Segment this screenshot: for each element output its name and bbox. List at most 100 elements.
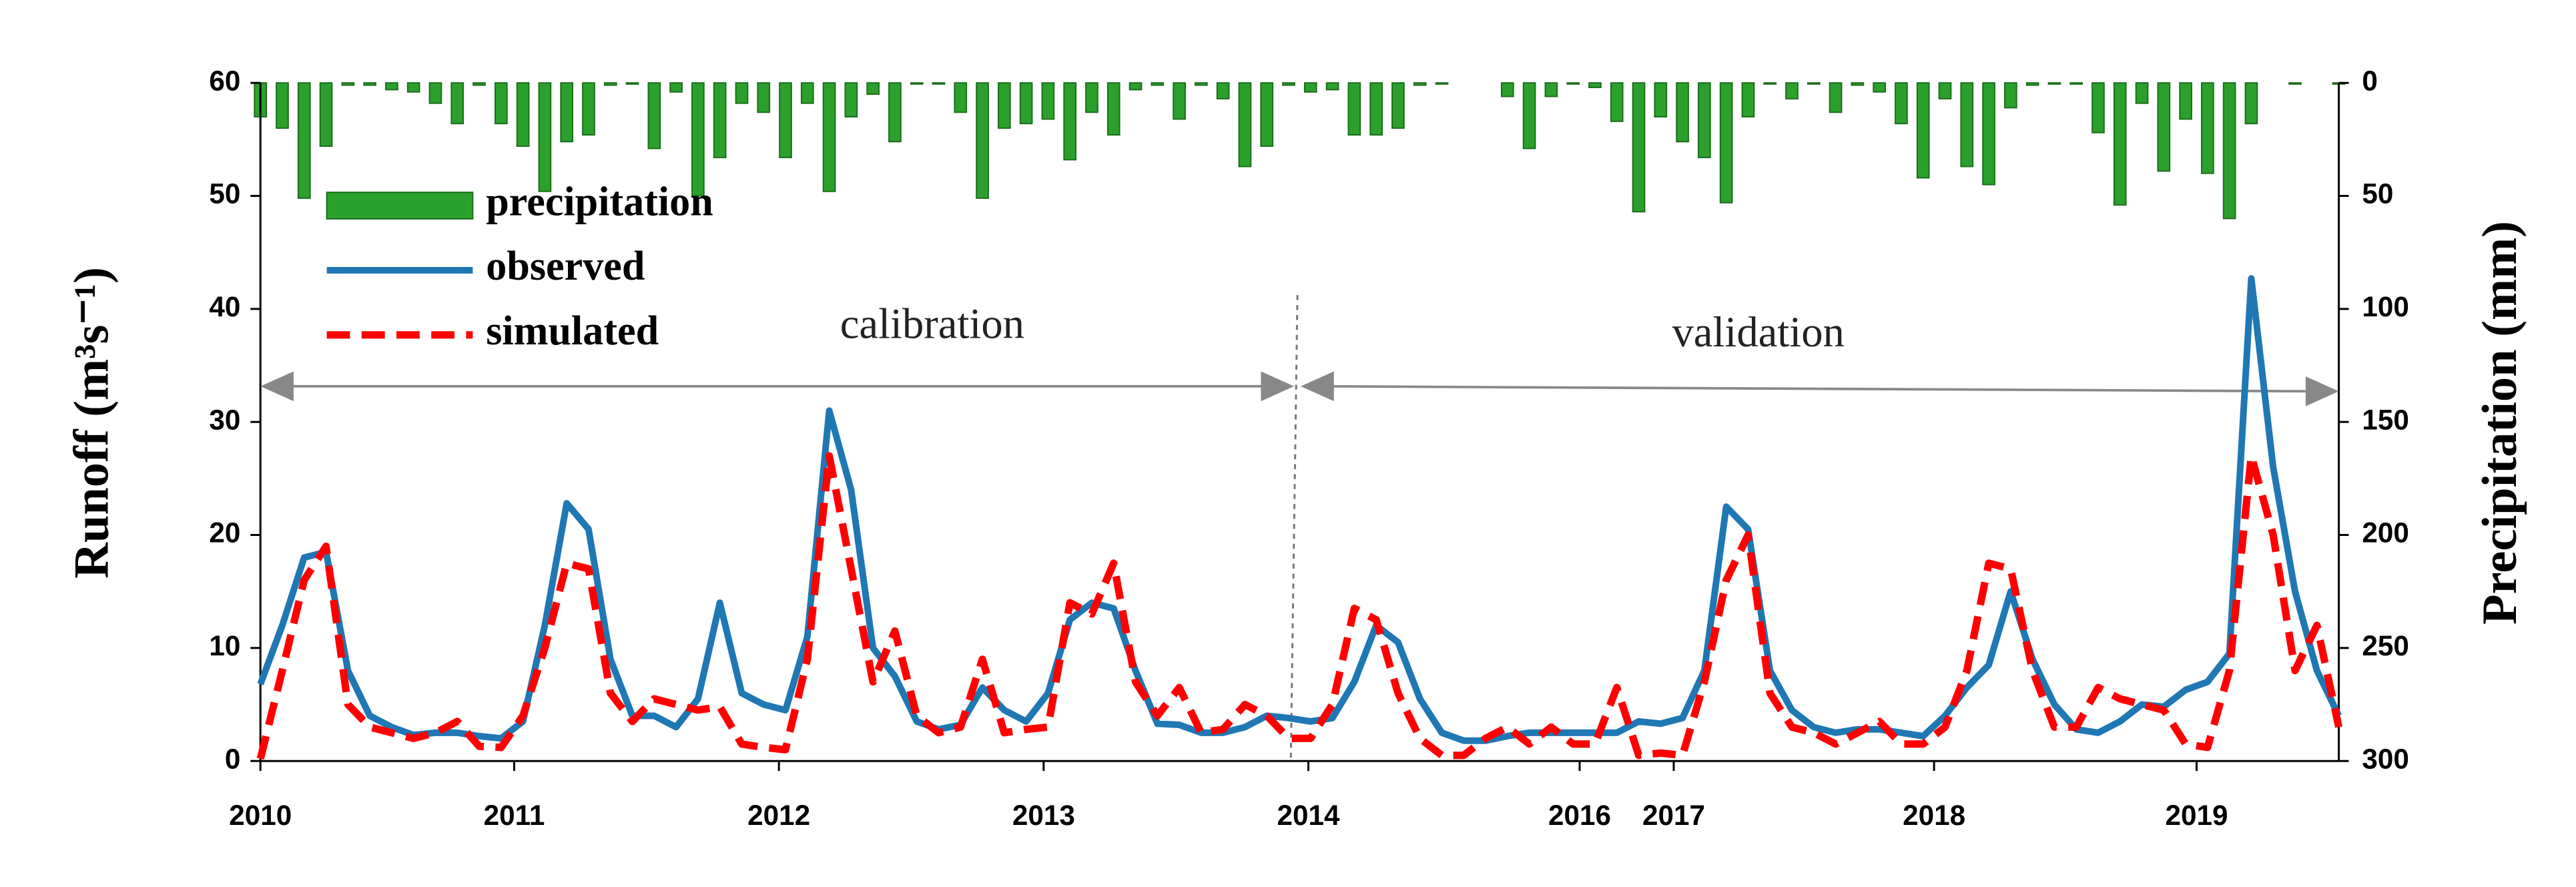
bar	[800, 82, 814, 104]
bar	[1544, 82, 1558, 97]
x-tick-label: 2017	[1642, 800, 1705, 831]
bar	[735, 82, 749, 104]
y-tick-label: 30	[209, 404, 240, 435]
y-tick-label: 40	[209, 291, 240, 322]
bar	[603, 82, 617, 86]
bar	[1741, 82, 1755, 117]
bar	[669, 82, 683, 93]
bar	[1413, 82, 1427, 86]
bar	[385, 82, 398, 91]
bar	[560, 82, 574, 143]
bar	[2069, 82, 2083, 85]
y2-tick-label: 300	[2362, 743, 2408, 774]
bar	[779, 82, 792, 158]
bar	[1632, 82, 1646, 213]
divider	[1289, 295, 1299, 762]
x-tick-label: 2010	[229, 800, 292, 831]
bar	[1129, 82, 1143, 91]
bar	[363, 82, 376, 86]
bar	[1106, 82, 1120, 136]
bar	[888, 82, 902, 143]
bar	[1698, 82, 1711, 158]
y2-tick-label: 250	[2362, 630, 2408, 661]
bar	[1676, 82, 1689, 143]
annotation: calibration	[840, 300, 1024, 348]
bar	[2222, 82, 2236, 220]
bar	[2288, 82, 2302, 85]
bar	[1019, 82, 1033, 125]
y-tick-label: 60	[209, 65, 240, 96]
arrow-head	[2305, 376, 2339, 406]
bar	[1325, 82, 1339, 91]
bar	[713, 82, 727, 158]
bar	[1829, 82, 1843, 113]
legend-label: precipitation	[486, 179, 713, 224]
bar	[276, 82, 289, 129]
bar	[1916, 82, 1930, 179]
y2-tick-label: 100	[2362, 291, 2408, 322]
bar	[297, 82, 311, 199]
bar	[319, 82, 333, 147]
bar	[1260, 82, 1274, 147]
y2-tick-label: 50	[2362, 178, 2393, 210]
bar	[2201, 82, 2214, 174]
bar	[2091, 82, 2105, 133]
bar	[647, 82, 661, 150]
bar	[1982, 82, 1995, 186]
bar	[932, 82, 946, 85]
arrow	[1323, 384, 2309, 393]
bar	[341, 82, 355, 86]
x-tick-label: 2016	[1548, 800, 1611, 831]
x-tick-label: 2018	[1903, 800, 1965, 831]
bar	[2157, 82, 2171, 172]
bar	[428, 82, 442, 104]
bar	[822, 82, 836, 192]
bar	[997, 82, 1011, 129]
bar	[2179, 82, 2192, 120]
bar	[1785, 82, 1799, 99]
bar	[538, 82, 552, 192]
x-tick-label: 2014	[1277, 800, 1340, 831]
bar	[1369, 82, 1383, 136]
x-tick-label: 2013	[1012, 800, 1075, 831]
bar	[2025, 82, 2039, 86]
bar	[1063, 82, 1077, 161]
bar	[1391, 82, 1405, 129]
y-tick-label: 20	[209, 517, 240, 549]
bar	[494, 82, 508, 125]
bar	[1588, 82, 1602, 88]
bar	[1151, 82, 1165, 86]
bar	[1719, 82, 1733, 204]
bar	[1238, 82, 1252, 168]
y2-tick-label: 200	[2362, 517, 2408, 549]
bar	[1347, 82, 1361, 136]
bar	[516, 82, 530, 147]
bar	[1807, 82, 1821, 85]
bar	[1851, 82, 1865, 86]
bar	[472, 82, 486, 86]
bar	[1938, 82, 1952, 99]
bar	[1500, 82, 1514, 97]
bar	[1282, 82, 1295, 86]
bar	[450, 82, 464, 125]
series-line	[257, 275, 2342, 744]
bar	[844, 82, 858, 117]
x-tick-label: 2012	[747, 800, 810, 831]
bar	[1960, 82, 1974, 168]
bar	[976, 82, 989, 199]
y-tick-label: 10	[209, 630, 240, 661]
arrow-head	[1301, 371, 1334, 402]
y-tick-label: 0	[225, 743, 241, 774]
annotation: validation	[1672, 308, 1844, 356]
arrow-head	[1261, 371, 1295, 402]
bar	[1216, 82, 1230, 99]
bar	[1610, 82, 1624, 122]
bar	[2113, 82, 2127, 206]
bar	[1173, 82, 1186, 120]
y-tick-label: 50	[209, 178, 240, 210]
bar	[1085, 82, 1098, 113]
series-line	[256, 452, 2343, 760]
bar	[1041, 82, 1055, 120]
bar	[1566, 82, 1580, 85]
